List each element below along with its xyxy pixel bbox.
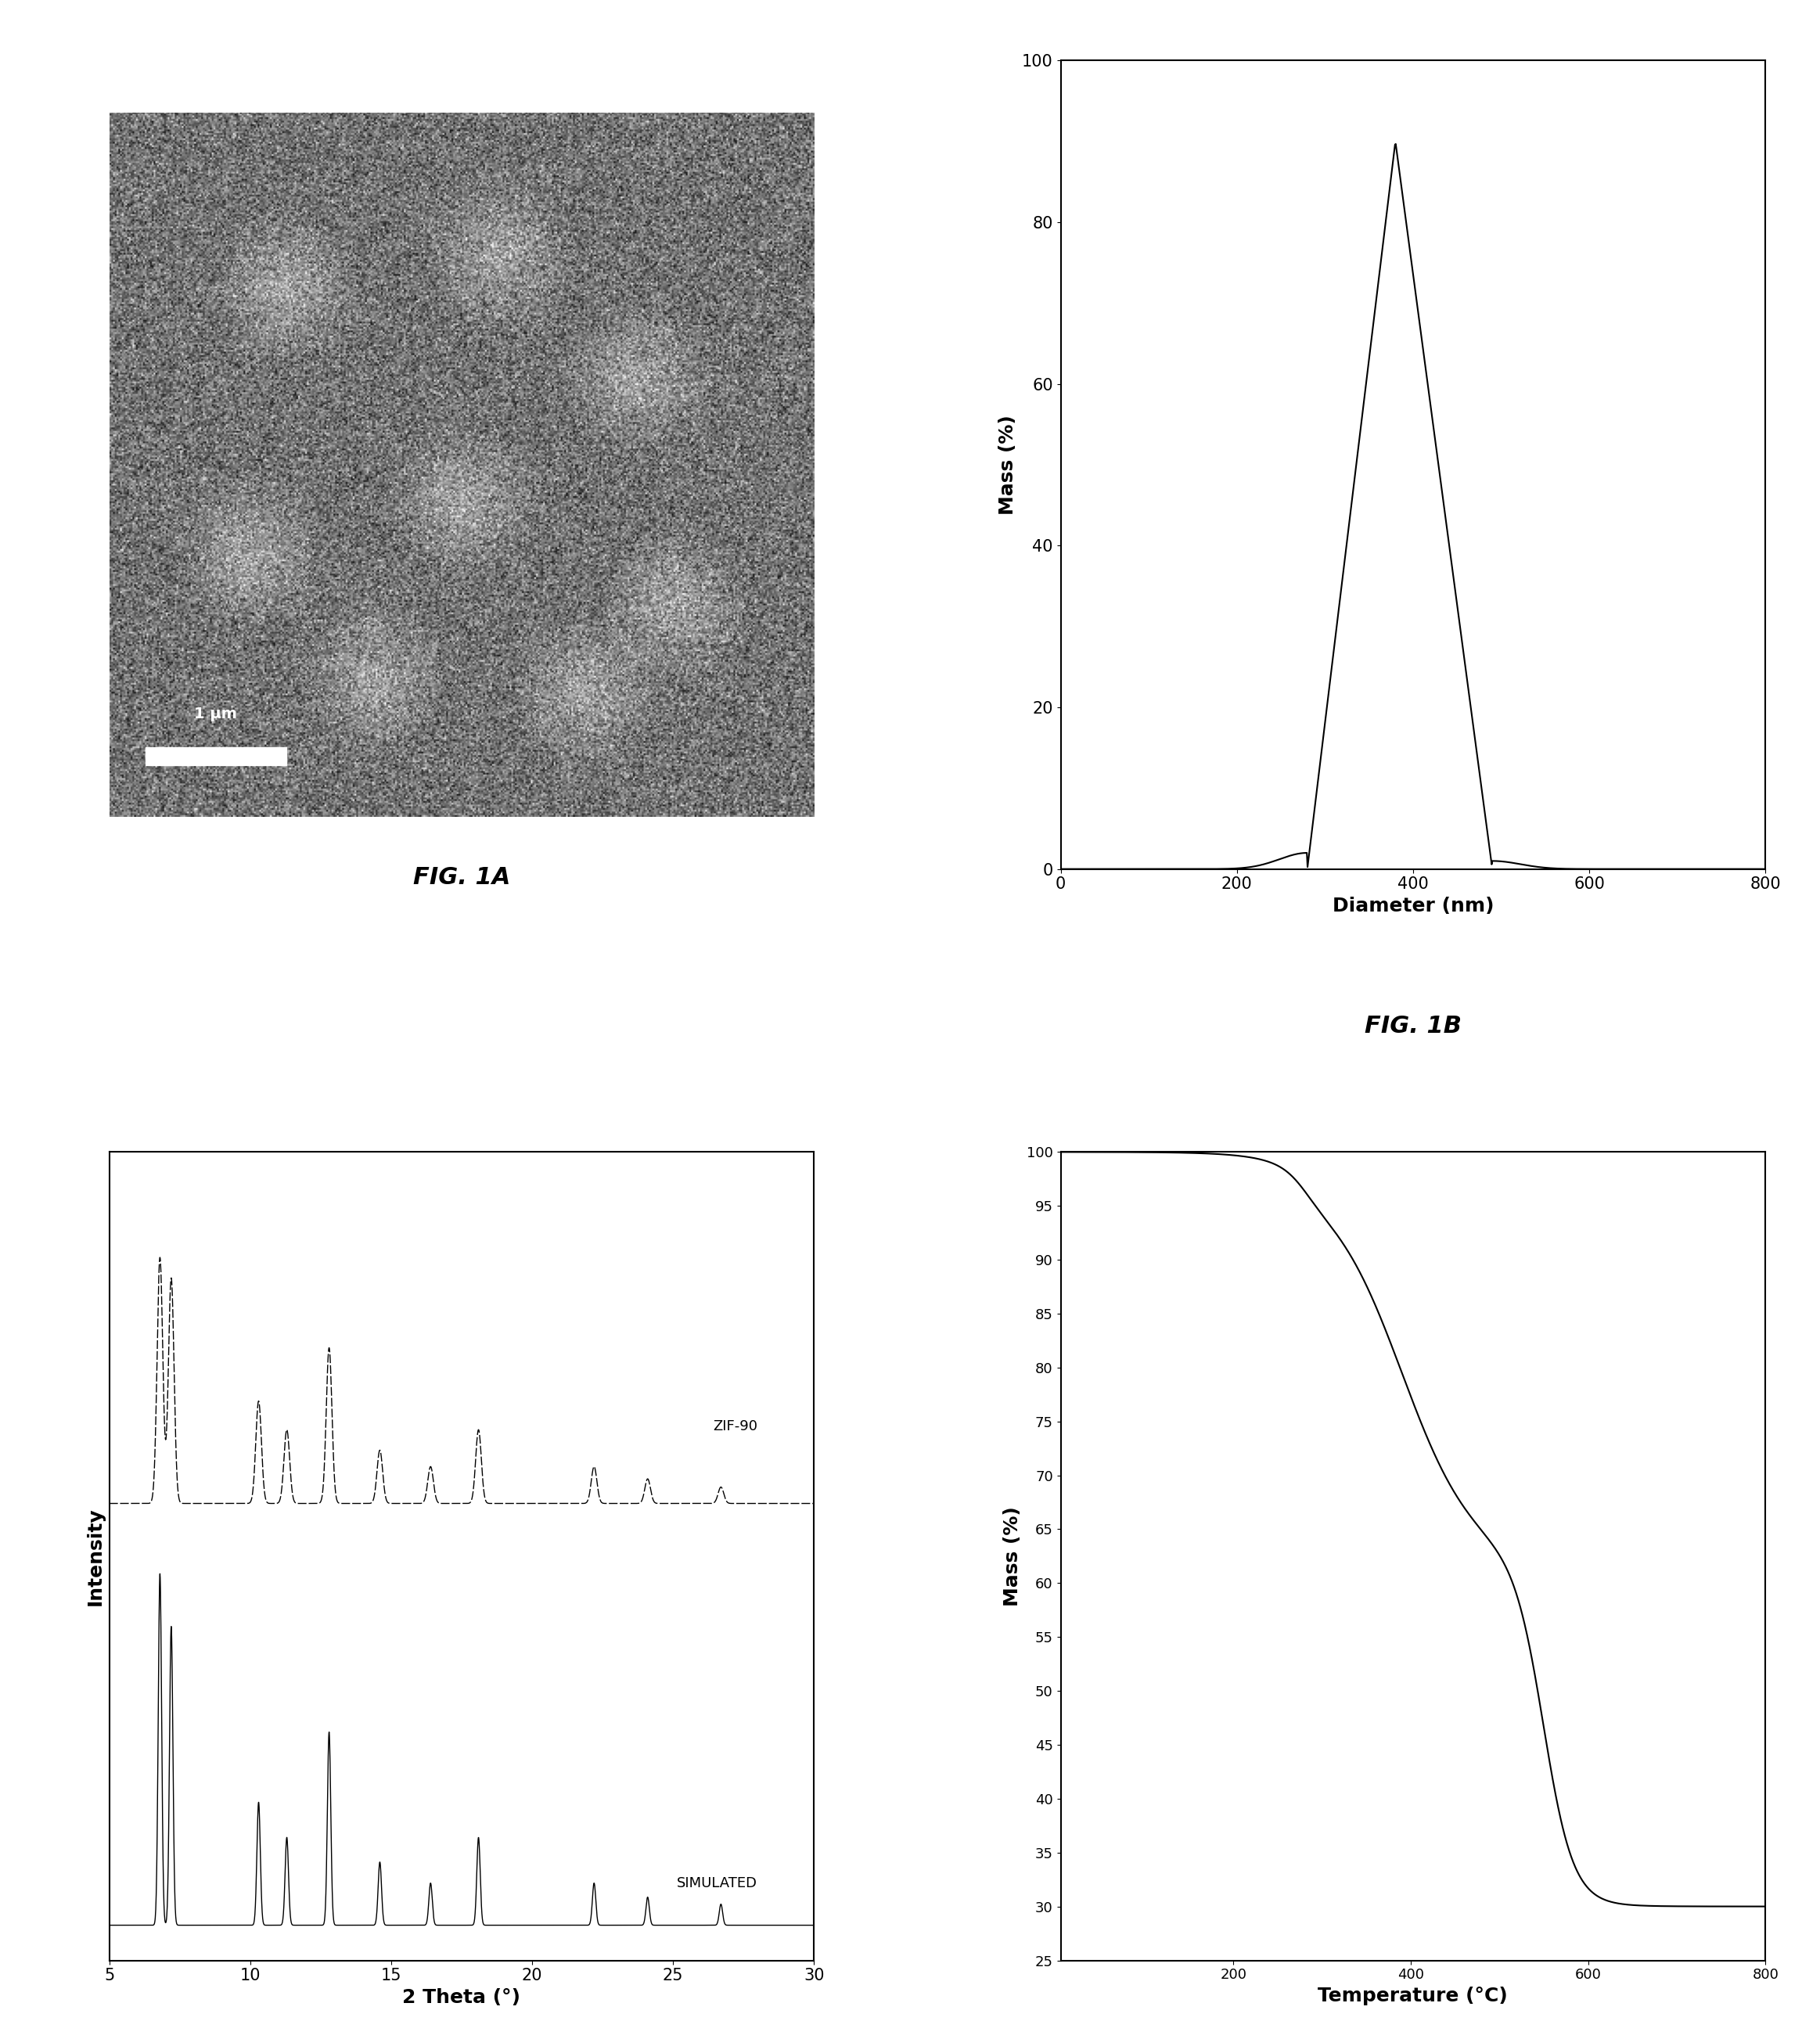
Y-axis label: Mass (%): Mass (%) (1003, 1506, 1023, 1607)
Text: FIG. 1B: FIG. 1B (1365, 1015, 1461, 1037)
Text: FIG. 1A: FIG. 1A (413, 867, 510, 889)
X-axis label: Temperature (°C): Temperature (°C) (1318, 1987, 1509, 2005)
Y-axis label: Intensity: Intensity (86, 1508, 106, 1605)
X-axis label: 2 Theta (°): 2 Theta (°) (402, 1989, 521, 2007)
X-axis label: Diameter (nm): Diameter (nm) (1332, 897, 1494, 916)
Text: 1 μm: 1 μm (195, 705, 237, 721)
Bar (146, 748, 286, 766)
Text: ZIF-90: ZIF-90 (713, 1419, 757, 1433)
Text: SIMULATED: SIMULATED (677, 1875, 757, 1890)
Y-axis label: Mass (%): Mass (%) (999, 414, 1017, 515)
